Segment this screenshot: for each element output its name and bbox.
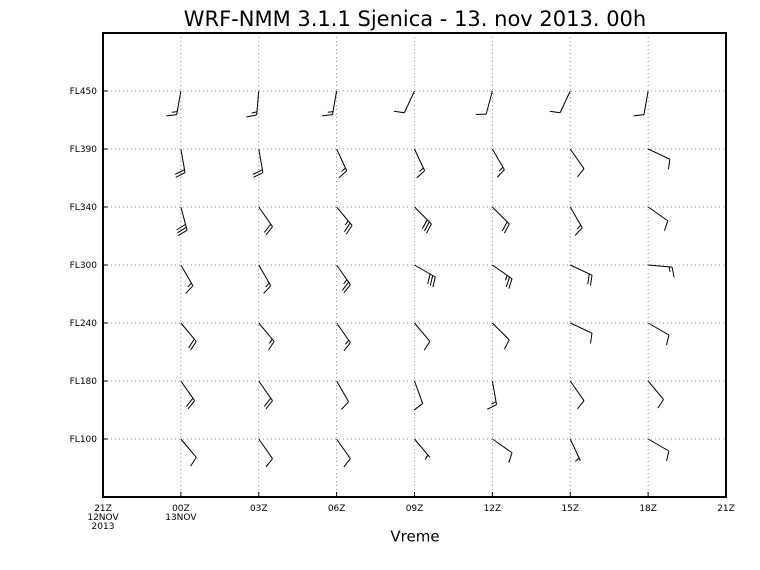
y-tick-label: FL390	[70, 145, 98, 155]
x-tick-label: 12Z	[484, 504, 502, 514]
y-tick-label: FL180	[70, 377, 98, 387]
x-tick-label: 06Z	[328, 504, 346, 514]
wind-barb	[336, 322, 351, 352]
barbs	[166, 90, 675, 468]
wind-barb	[393, 90, 415, 114]
wind-barb	[570, 264, 593, 286]
wind-barb	[486, 380, 498, 410]
wind-barb	[176, 206, 188, 237]
wind-barb	[414, 264, 436, 288]
wind-barb	[258, 206, 273, 236]
wind-barb	[336, 148, 348, 179]
wind-barb	[492, 206, 510, 234]
wind-barb	[180, 322, 197, 351]
y-tick-label: FL450	[70, 87, 98, 97]
y-tick-label: FL240	[70, 319, 98, 329]
wind-barb	[336, 438, 351, 468]
wind-barb	[569, 148, 585, 178]
wind-barb	[414, 322, 431, 351]
wind-barb	[491, 148, 505, 178]
wind-barb	[570, 322, 593, 344]
grid: 21Z 12NOV 2013 00Z 13NOV 03Z 06Z 09Z 12Z 15Z 18Z 21…	[70, 33, 735, 532]
wind-barb	[492, 322, 510, 350]
wind-barb	[180, 438, 197, 467]
x-tick-label: 09Z	[406, 504, 424, 514]
wind-barb	[492, 438, 513, 463]
x-tick-label: 21Z 12NOV 2013	[87, 504, 119, 532]
wind-barb	[647, 380, 664, 409]
wind-barb	[569, 206, 583, 236]
x-tick-label: 15Z	[561, 504, 579, 514]
wind-barb	[336, 206, 353, 235]
wind-barb	[633, 90, 649, 117]
x-tick-label: 18Z	[639, 504, 657, 514]
wind-barb	[336, 380, 350, 410]
wind-barb	[647, 206, 669, 231]
wind-barb	[549, 90, 571, 114]
wind-barb	[166, 90, 182, 117]
wind-barb	[648, 264, 675, 278]
wind-barb	[647, 438, 670, 462]
wind-barb	[258, 438, 273, 468]
x-axis-label: Vreme	[390, 528, 439, 546]
wind-barb	[647, 322, 670, 346]
wind-barb	[569, 380, 585, 410]
chart-title: WRF-NMM 3.1.1 Sjenica - 13. nov 2013. 00…	[184, 7, 646, 31]
wind-barb	[322, 90, 338, 117]
wind-barb	[258, 380, 273, 410]
wind-barb	[414, 438, 431, 460]
y-tick-label: FL100	[70, 435, 98, 445]
wind-barb	[492, 264, 513, 289]
plot-frame	[102, 32, 727, 498]
wind-barb	[569, 438, 581, 462]
x-tick-label: 03Z	[250, 504, 268, 514]
wind-barb	[258, 264, 272, 294]
x-tick-label: 21Z	[717, 504, 735, 514]
wind-barb	[414, 380, 424, 411]
wind-barb	[174, 148, 186, 178]
y-tick-label: FL340	[70, 203, 98, 213]
wind-barb	[246, 90, 260, 118]
wind-barb	[336, 264, 351, 294]
wind-barb	[258, 322, 275, 351]
wind-barb	[647, 148, 671, 170]
wind-barb	[414, 148, 426, 179]
wind-barb	[475, 90, 493, 115]
y-tick-label: FL300	[70, 261, 98, 271]
x-tick-label: 00Z 13NOV	[165, 504, 197, 523]
wind-barb	[180, 380, 196, 410]
wind-barb	[414, 206, 432, 234]
wind-barb	[180, 264, 194, 294]
wind-barb	[252, 148, 264, 178]
